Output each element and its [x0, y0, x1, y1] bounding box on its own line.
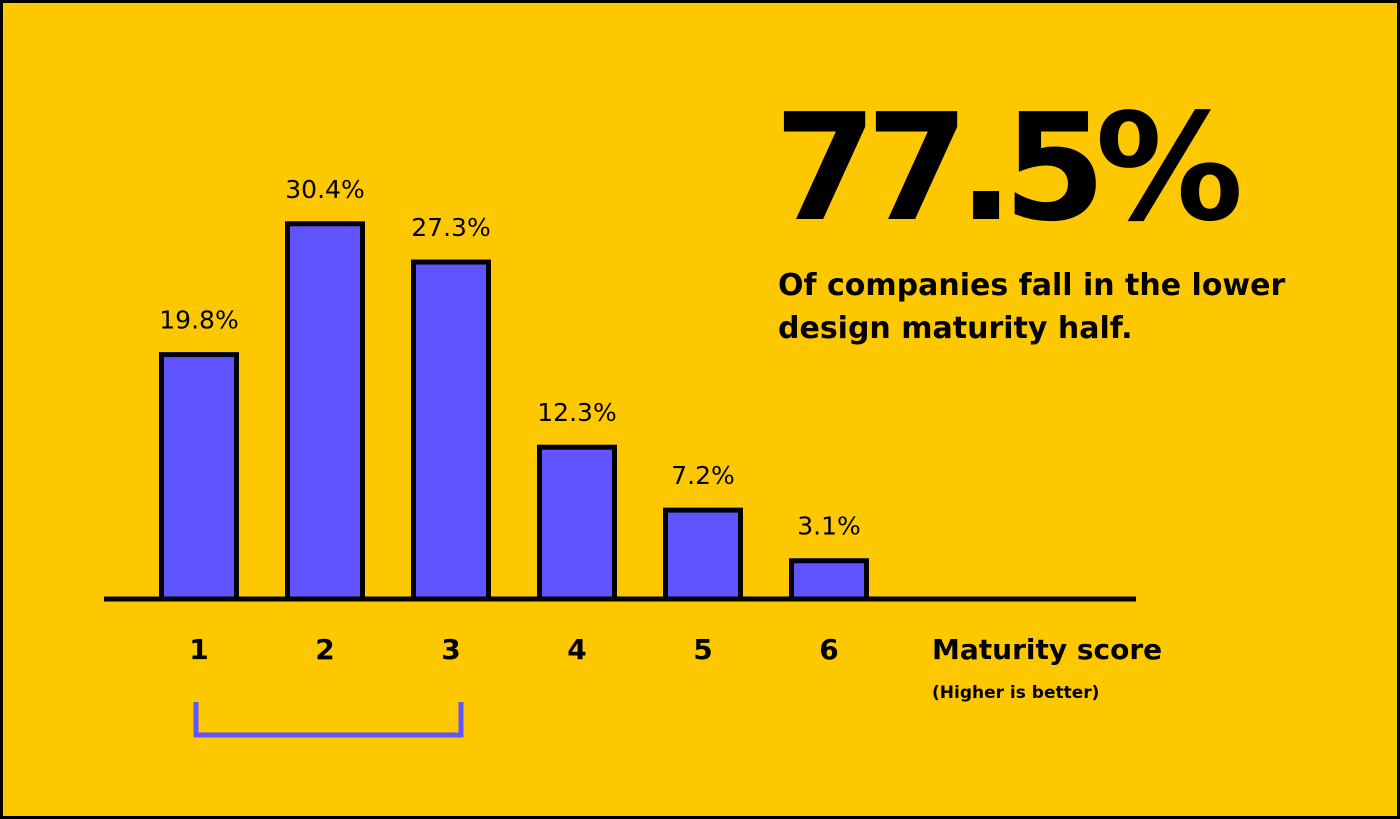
- x-tick-label-2: 2: [315, 633, 334, 666]
- value-label-3: 27.3%: [411, 213, 490, 242]
- value-labels-group: 19.8% 30.4% 27.3% 12.3% 7.2% 3.1%: [159, 175, 860, 541]
- value-label-5: 7.2%: [671, 461, 735, 490]
- x-tick-label-4: 4: [567, 633, 586, 666]
- lower-half-bracket: [193, 702, 464, 738]
- headline-caption: Of companies fall in the lower design ma…: [778, 268, 1286, 346]
- value-label-6: 3.1%: [797, 512, 861, 541]
- headline-stat: 77.5%: [774, 82, 1243, 254]
- value-label-1: 19.8%: [159, 306, 238, 335]
- x-tick-label-3: 3: [441, 633, 460, 666]
- bar-6: [789, 558, 869, 602]
- bars-group: [159, 221, 869, 602]
- x-tick-label-1: 1: [189, 633, 208, 666]
- x-axis-title: Maturity score: [932, 633, 1162, 666]
- bar-3: [411, 259, 491, 602]
- bar-2: [285, 221, 365, 602]
- x-axis-note: (Higher is better): [932, 683, 1099, 703]
- bar-5: [663, 507, 743, 602]
- x-tick-label-6: 6: [819, 633, 838, 666]
- x-tick-label-5: 5: [693, 633, 712, 666]
- value-label-4: 12.3%: [537, 398, 616, 427]
- x-tick-labels-group: 1 2 3 4 5 6: [189, 633, 838, 666]
- bar-4: [537, 444, 617, 602]
- bar-1: [159, 352, 239, 602]
- value-label-2: 30.4%: [285, 175, 364, 204]
